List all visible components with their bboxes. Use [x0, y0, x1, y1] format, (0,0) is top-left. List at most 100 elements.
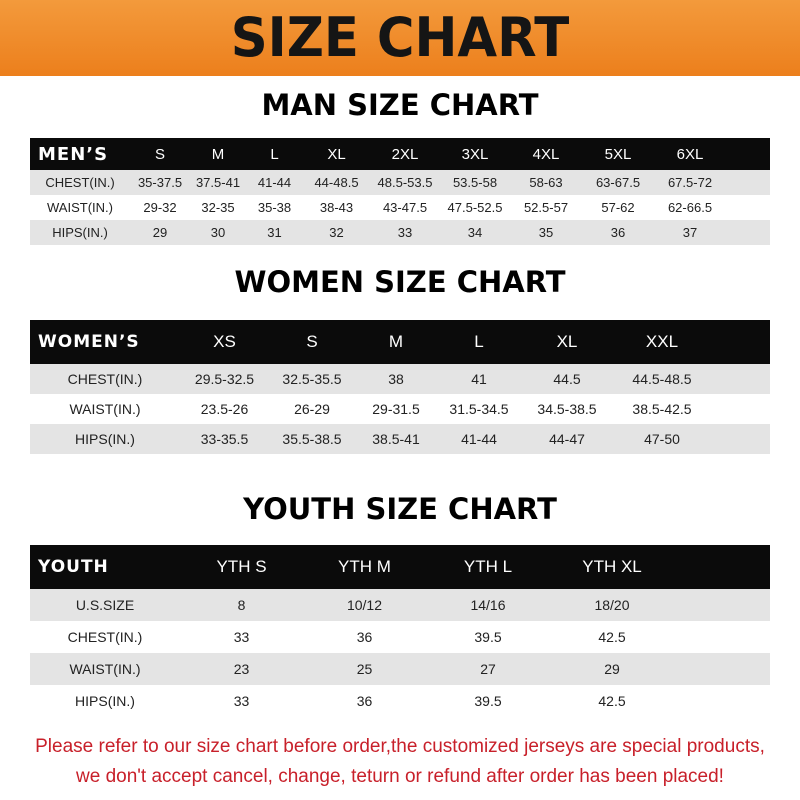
table-cell: 37.5-41 [190, 170, 246, 195]
table-cell: 47-50 [613, 424, 711, 454]
table-cell: 39.5 [474, 629, 502, 645]
table-row: CHEST(IN.) 29.5-32.5 32.5-35.5 38 41 44.5 44.5… [30, 364, 770, 394]
size-header: XL [521, 320, 613, 364]
size-header: M [190, 138, 246, 170]
table-cell: 34 [440, 220, 510, 245]
notice-line-2: we don't accept cancel, change, teturn o… [76, 766, 724, 787]
header-row: YOUTH YTH S YTH M YTH L YTH XL [30, 545, 770, 589]
table-cell: 32 [303, 220, 370, 245]
women-title: WOMEN SIZE CHART [234, 265, 566, 299]
table-cell: 26-29 [294, 401, 330, 417]
size-header: 2XL [370, 138, 440, 170]
banner-title: SIZE CHART [230, 6, 570, 69]
row-spacer [674, 653, 770, 685]
table-cell: 44-47 [521, 424, 613, 454]
table-cell: 32.5-35.5 [269, 364, 355, 394]
table-cell: 47.5-52.5 [447, 200, 503, 215]
table-cell: 35.5-38.5 [269, 424, 355, 454]
table-cell: 63-67.5 [582, 170, 654, 195]
notice-line-1: Please refer to our size chart before or… [35, 736, 765, 757]
table-cell: 10/12 [303, 589, 426, 621]
table-cell: 29-31.5 [372, 401, 420, 417]
table-cell: 31.5-34.5 [449, 401, 509, 417]
table-row: WAIST(IN.) 23.5-26 26-29 29-31.5 31.5-34.5 34… [30, 394, 770, 424]
table-cell: 29.5-32.5 [180, 364, 269, 394]
table-cell: 41 [437, 364, 521, 394]
table-cell: 53.5-58 [440, 170, 510, 195]
table-cell: 35-37.5 [130, 170, 190, 195]
size-header: 6XL [654, 138, 726, 170]
table-cell: 14/16 [426, 589, 550, 621]
table-cell: 58-63 [510, 170, 582, 195]
header-row: WOMEN’S XS S M L XL XXL [30, 320, 770, 364]
header-spacer [726, 138, 770, 170]
table-cell: 39.5 [474, 693, 502, 709]
table-cell: 38.5-41 [355, 424, 437, 454]
row-label: HIPS(IN.) [75, 693, 135, 709]
table-cell: 33 [370, 220, 440, 245]
size-header: M [355, 320, 437, 364]
size-header: YTH M [303, 545, 426, 589]
size-header: L [437, 320, 521, 364]
order-notice: Please refer to our size chart before or… [0, 732, 800, 792]
row-spacer [674, 621, 770, 653]
table-header-label: MEN’S [30, 138, 130, 170]
table-row: U.S.SIZE 8 10/12 14/16 18/20 [30, 589, 770, 621]
youth-title: YOUTH SIZE CHART [243, 492, 557, 526]
header-row: MEN’S S M L XL 2XL 3XL 4XL 5XL 6XL [30, 138, 770, 170]
row-spacer [726, 220, 770, 245]
size-header: S [130, 138, 190, 170]
table-cell: 34.5-38.5 [537, 401, 597, 417]
table-cell: 35 [510, 220, 582, 245]
banner: SIZE CHART [0, 0, 800, 76]
table-cell: 30 [190, 220, 246, 245]
row-label: CHEST(IN.) [67, 629, 143, 645]
size-header: 4XL [510, 138, 582, 170]
size-header: XS [180, 320, 269, 364]
row-spacer [711, 424, 770, 454]
row-spacer [711, 364, 770, 394]
table-row: HIPS(IN.) 33-35.5 35.5-38.5 38.5-41 41-44 44-… [30, 424, 770, 454]
table-cell: 38.5-42.5 [632, 401, 692, 417]
table-row: WAIST(IN.) 29-32 32-35 35-38 38-43 43-47.5 47.… [30, 195, 770, 220]
table-cell: 8 [180, 589, 303, 621]
table-cell: 41-44 [246, 170, 303, 195]
table-cell: 33-35.5 [180, 424, 269, 454]
table-row: CHEST(IN.) 33 36 39.5 42.5 [30, 621, 770, 653]
header-spacer [711, 320, 770, 364]
table-cell: 37 [654, 220, 726, 245]
size-header: XL [303, 138, 370, 170]
table-cell: 35-38 [257, 200, 292, 215]
table-cell: 67.5-72 [654, 170, 726, 195]
size-header: YTH XL [550, 545, 674, 589]
table-cell: 52.5-57 [523, 200, 569, 215]
row-label: WAIST(IN.) [69, 401, 141, 417]
header-spacer [674, 545, 770, 589]
table-cell: 44.5 [521, 364, 613, 394]
row-label: HIPS(IN.) [30, 220, 130, 245]
table-cell: 27 [426, 653, 550, 685]
row-spacer [711, 394, 770, 424]
row-label: WAIST(IN.) [47, 200, 113, 215]
table-header-label: WOMEN’S [30, 320, 180, 364]
table-cell: 29-32 [143, 200, 177, 215]
row-label: HIPS(IN.) [30, 424, 180, 454]
table-cell: 29 [130, 220, 190, 245]
table-cell: 42.5 [598, 693, 626, 709]
table-cell: 23 [180, 653, 303, 685]
table-cell: 32-35 [201, 200, 235, 215]
row-label: WAIST(IN.) [30, 653, 180, 685]
row-label: U.S.SIZE [30, 589, 180, 621]
men-size-table: MEN’S S M L XL 2XL 3XL 4XL 5XL 6XL CHEST(IN.) 35-37… [30, 138, 770, 245]
table-cell: 18/20 [550, 589, 674, 621]
table-cell: 38 [355, 364, 437, 394]
table-row: CHEST(IN.) 35-37.5 37.5-41 41-44 44-48.5 48.5… [30, 170, 770, 195]
table-cell: 62-66.5 [667, 200, 713, 215]
row-label: CHEST(IN.) [30, 170, 130, 195]
table-cell: 42.5 [598, 629, 626, 645]
table-cell: 36 [582, 220, 654, 245]
size-header: S [269, 320, 355, 364]
table-row: WAIST(IN.) 23 25 27 29 [30, 653, 770, 685]
table-cell: 29 [550, 653, 674, 685]
row-spacer [726, 170, 770, 195]
